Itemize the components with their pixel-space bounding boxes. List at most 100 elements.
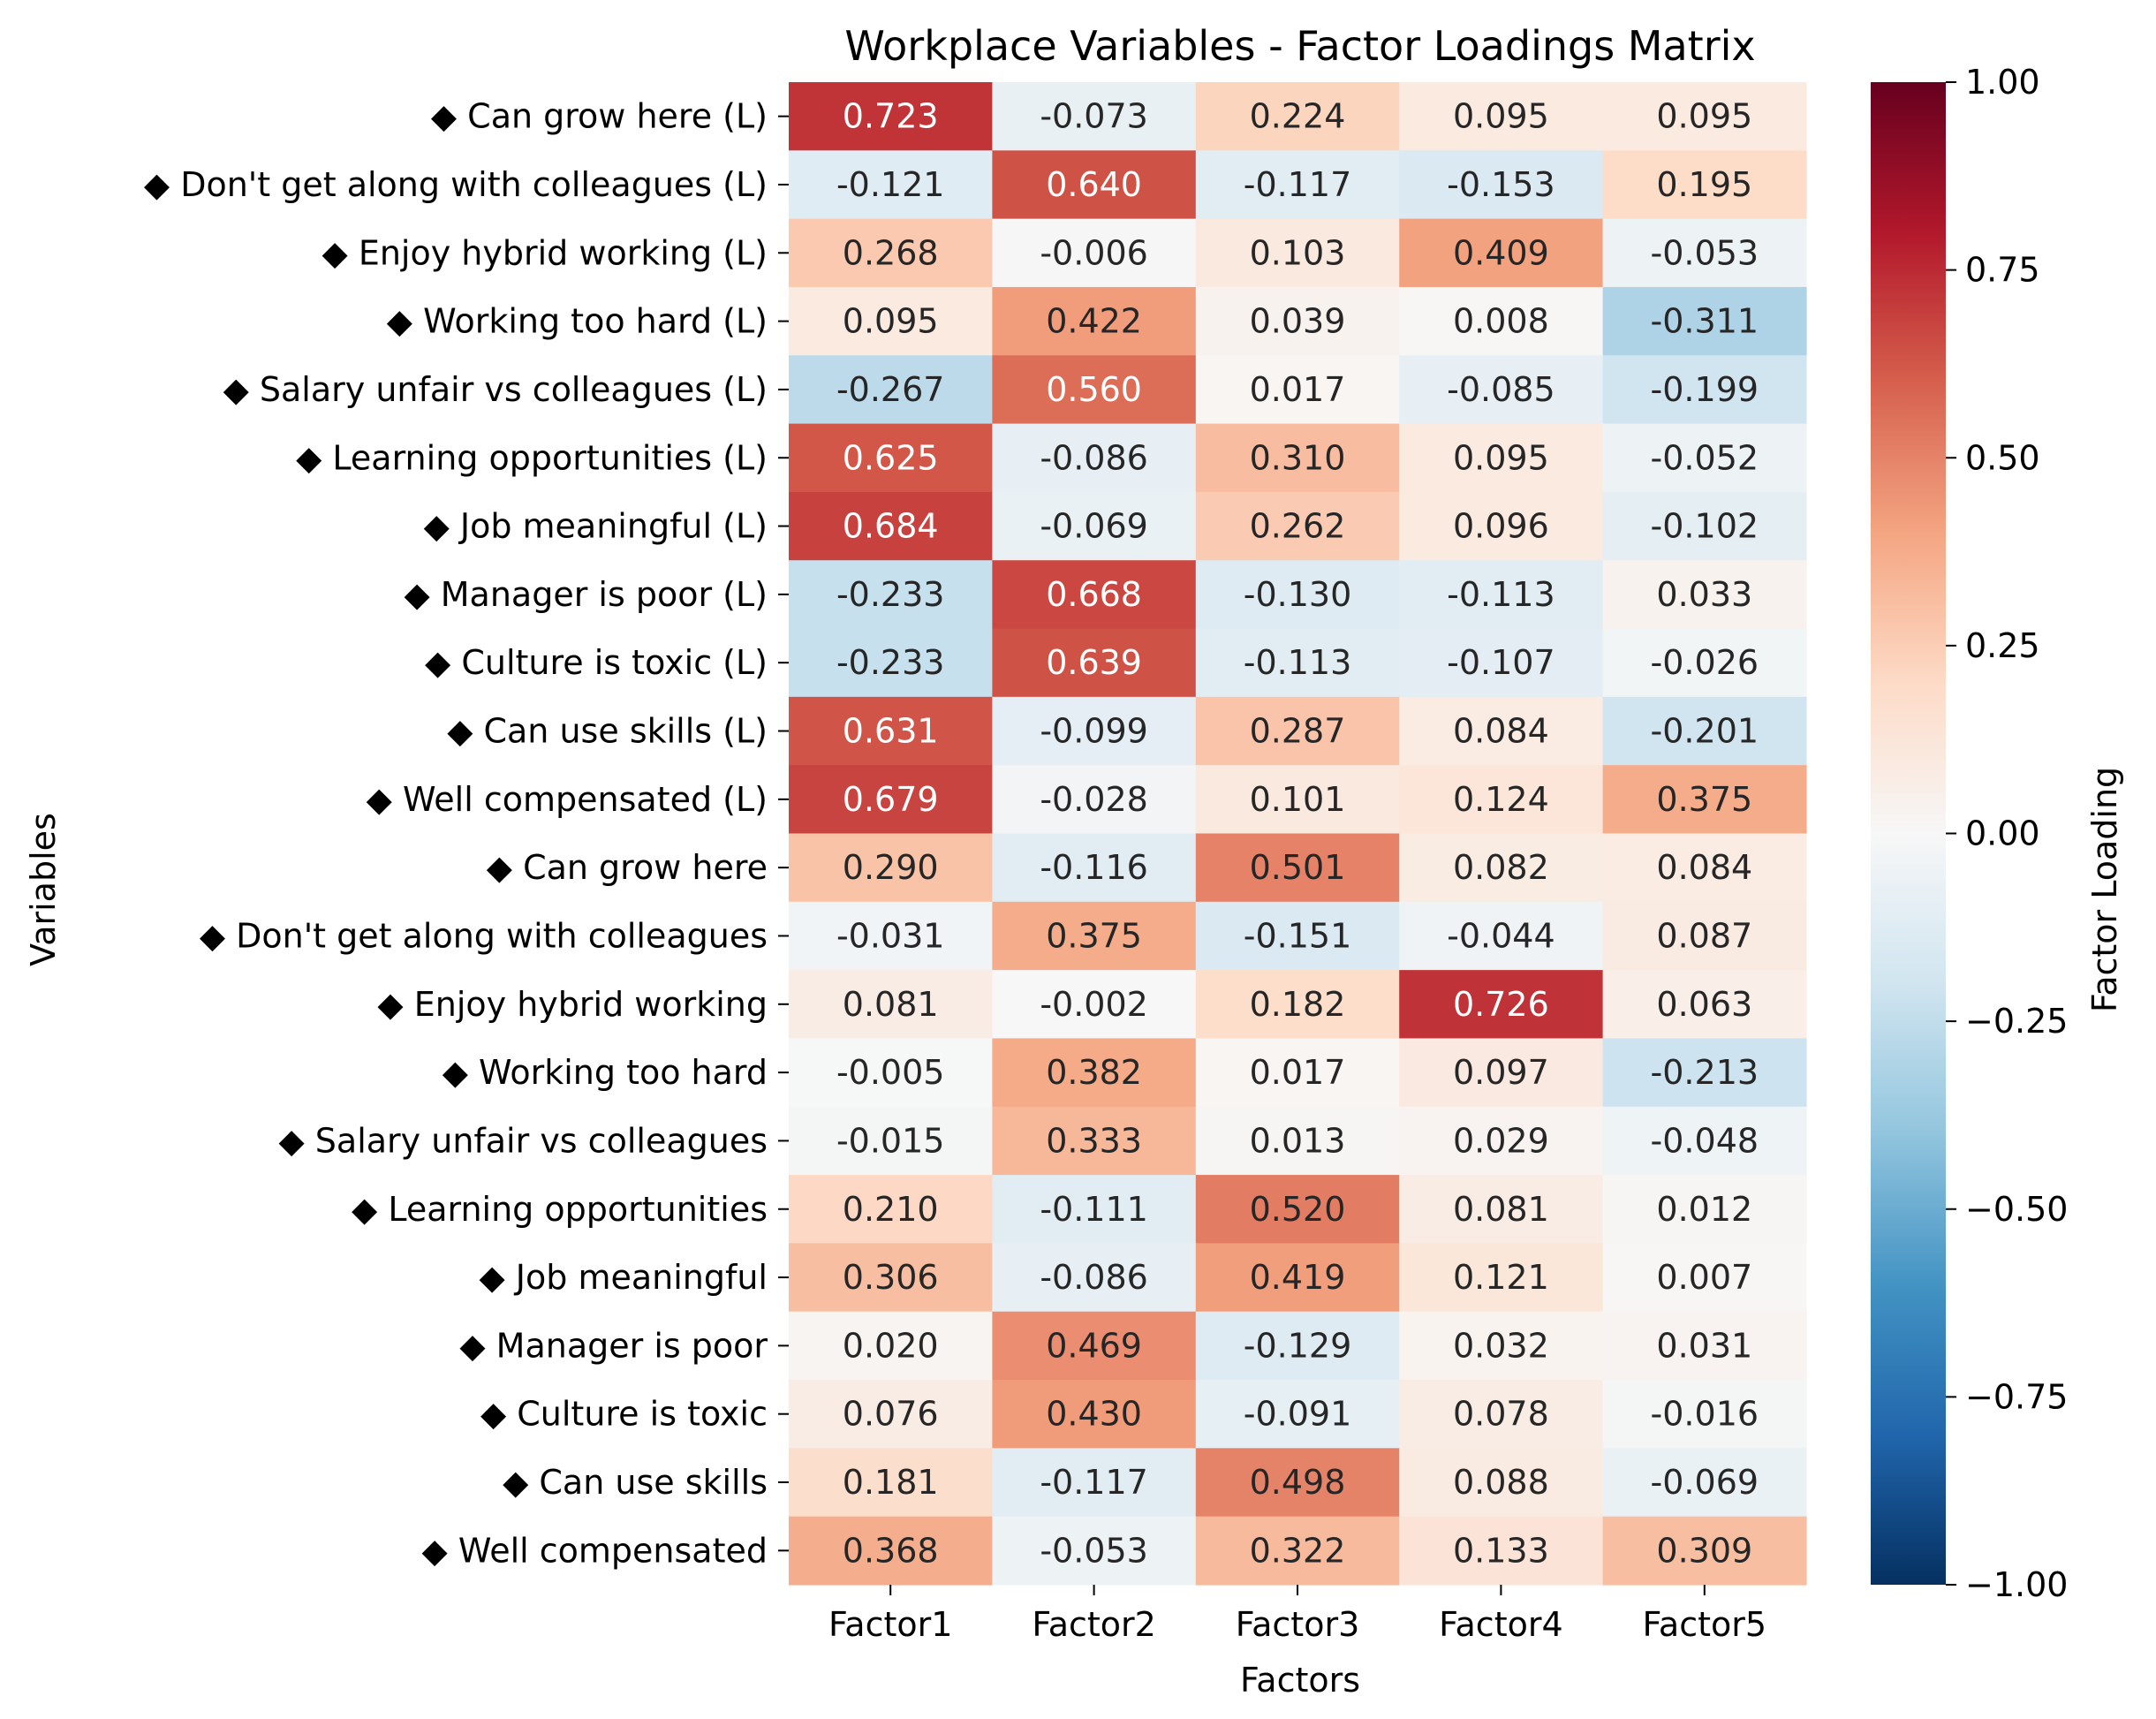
heatmap-cell xyxy=(992,491,1197,561)
heatmap-cell xyxy=(1195,833,1400,903)
heatmap-cell xyxy=(1602,150,1807,220)
heatmap-cell xyxy=(789,491,993,561)
cell-value-label: 0.081 xyxy=(843,985,939,1024)
cell-value-label: -0.069 xyxy=(1651,1463,1759,1502)
heatmap-cell xyxy=(992,1516,1197,1586)
heatmap-cell xyxy=(1602,765,1807,835)
cell-value-label: 0.076 xyxy=(843,1395,939,1434)
heatmap-cell xyxy=(1195,150,1400,220)
cell-value-label: 0.017 xyxy=(1250,370,1346,409)
heatmap-cell xyxy=(1602,1448,1807,1518)
heatmap-cell xyxy=(1399,1380,1604,1449)
heatmap-cell xyxy=(1195,696,1400,766)
cell-value-label: 0.631 xyxy=(843,712,939,751)
heatmap-cell xyxy=(1602,970,1807,1040)
colorbar-gradient xyxy=(1871,82,1946,1585)
cell-value-label: 0.262 xyxy=(1250,507,1346,546)
colorbar-tick-label: 0.00 xyxy=(1965,814,2040,853)
row-label: ◆ Well compensated xyxy=(422,1531,768,1570)
cell-value-label: -0.213 xyxy=(1651,1053,1759,1092)
row-label: ◆ Learning opportunities xyxy=(352,1190,768,1229)
heatmap-cell xyxy=(1602,218,1807,288)
cell-value-label: 0.469 xyxy=(1046,1326,1142,1365)
cell-value-label: 0.679 xyxy=(843,780,939,819)
cell-value-label: 0.498 xyxy=(1250,1463,1346,1502)
column-label: Factor3 xyxy=(1236,1605,1360,1644)
cell-value-label: 0.375 xyxy=(1656,780,1752,819)
cell-value-label: -0.086 xyxy=(1040,1258,1148,1297)
heatmap-cell xyxy=(789,286,993,356)
heatmap-cell xyxy=(992,1380,1197,1449)
heatmap-cell xyxy=(992,628,1197,698)
heatmap-cell xyxy=(1602,1175,1807,1245)
heatmap-cell xyxy=(1195,1038,1400,1108)
cell-value-label: 0.382 xyxy=(1046,1053,1142,1092)
cell-value-label: 0.020 xyxy=(843,1326,939,1365)
heatmap-cell xyxy=(992,355,1197,425)
cell-value-label: 0.210 xyxy=(843,1190,939,1229)
heatmap-cell xyxy=(1399,286,1604,356)
heatmap-cell xyxy=(1195,1516,1400,1586)
heatmap-cell xyxy=(1602,833,1807,903)
cell-value-label: 0.121 xyxy=(1453,1258,1549,1297)
colorbar-tick-label: −0.75 xyxy=(1965,1377,2068,1416)
heatmap-cell xyxy=(1602,1106,1807,1176)
heatmap-cell xyxy=(1399,1516,1604,1586)
y-axis-label: Variables xyxy=(24,813,63,966)
cell-value-label: 0.684 xyxy=(843,507,939,546)
cell-value-label: 0.430 xyxy=(1046,1395,1142,1434)
heatmap-cell xyxy=(789,1448,993,1518)
cell-value-label: 0.096 xyxy=(1453,507,1549,546)
colorbar-tick-label: −0.50 xyxy=(1965,1190,2068,1229)
row-label: ◆ Salary unfair vs colleagues (L) xyxy=(223,370,768,409)
heatmap-cell xyxy=(1602,423,1807,493)
heatmap-cell xyxy=(1602,901,1807,971)
cell-value-label: -0.117 xyxy=(1244,165,1352,204)
heatmap-cell xyxy=(1399,150,1604,220)
cell-value-label: -0.053 xyxy=(1651,233,1759,272)
heatmap-cell xyxy=(1602,628,1807,698)
heatmap-cell xyxy=(1399,560,1604,630)
heatmap-cell xyxy=(1602,560,1807,630)
cell-value-label: 0.409 xyxy=(1453,233,1549,272)
colorbar-tick-label: 0.25 xyxy=(1965,626,2040,665)
heatmap-cell xyxy=(1195,355,1400,425)
cell-value-label: -0.111 xyxy=(1040,1190,1148,1229)
cell-value-label: -0.015 xyxy=(836,1121,945,1160)
cell-value-label: 0.726 xyxy=(1453,985,1549,1024)
heatmap-cell xyxy=(789,628,993,698)
colorbar-tick-label: −0.25 xyxy=(1965,1002,2068,1041)
heatmap-cell xyxy=(789,765,993,835)
cell-value-label: -0.113 xyxy=(1447,575,1555,614)
cell-value-label: 0.668 xyxy=(1046,575,1142,614)
heatmap-cell xyxy=(789,1311,993,1381)
heatmap-cell xyxy=(1195,491,1400,561)
cell-value-label: 0.017 xyxy=(1250,1053,1346,1092)
cell-value-label: -0.085 xyxy=(1447,370,1555,409)
chart-title: Workplace Variables - Factor Loadings Ma… xyxy=(844,22,1755,70)
cell-value-label: -0.002 xyxy=(1040,985,1148,1024)
row-label: ◆ Well compensated (L) xyxy=(367,780,768,819)
row-label: ◆ Can use skills (L) xyxy=(447,712,768,751)
cell-value-label: 0.322 xyxy=(1250,1531,1346,1570)
row-label: ◆ Salary unfair vs colleagues xyxy=(278,1121,768,1160)
heatmap-cell xyxy=(1399,1448,1604,1518)
row-label: ◆ Working too hard xyxy=(443,1053,768,1092)
heatmap-cell xyxy=(1399,833,1604,903)
heatmap-cell xyxy=(789,1038,993,1108)
cell-value-label: -0.026 xyxy=(1651,643,1759,682)
cell-value-label: 0.195 xyxy=(1656,165,1752,204)
heatmap-cell xyxy=(992,1038,1197,1108)
heatmap-cell xyxy=(992,82,1197,151)
cell-value-label: 0.309 xyxy=(1656,1531,1752,1570)
cell-value-label: 0.087 xyxy=(1656,916,1752,955)
column-label: Factor4 xyxy=(1439,1605,1563,1644)
cell-value-label: -0.086 xyxy=(1040,438,1148,477)
heatmap-cell xyxy=(1399,970,1604,1040)
heatmap-cell xyxy=(789,355,993,425)
cell-value-label: 0.310 xyxy=(1250,438,1346,477)
cell-value-label: 0.625 xyxy=(843,438,939,477)
column-label: Factor5 xyxy=(1643,1605,1767,1644)
cell-value-label: 0.375 xyxy=(1046,916,1142,955)
cell-value-label: 0.101 xyxy=(1250,780,1346,819)
